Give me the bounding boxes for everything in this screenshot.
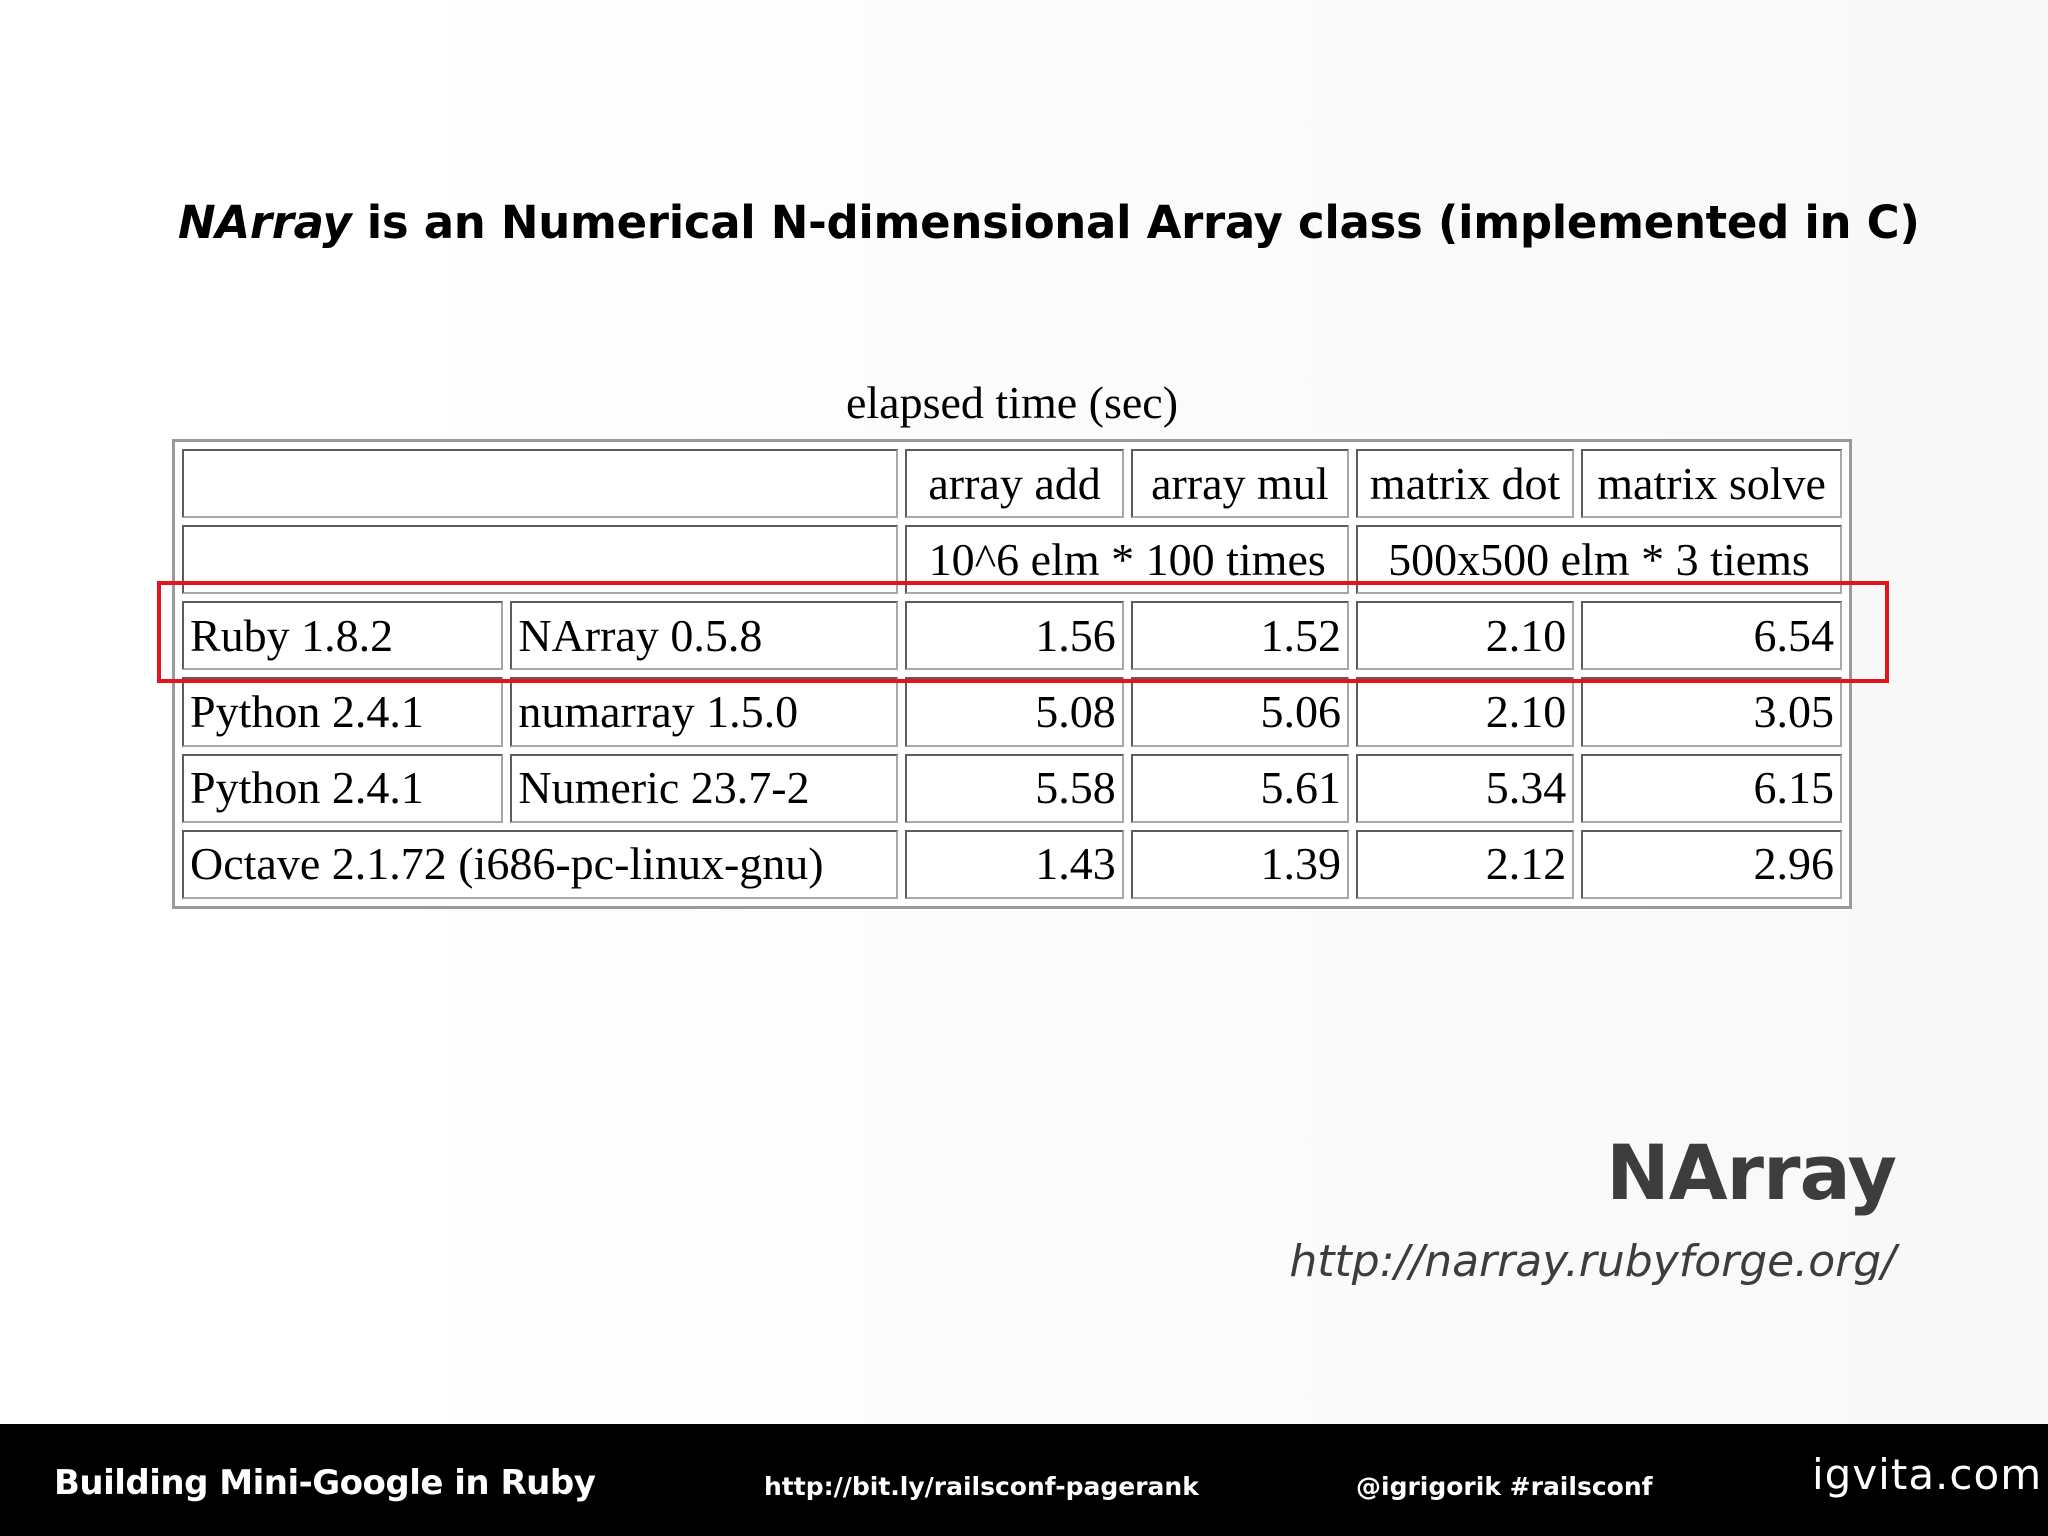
benchmark-table: array add array mul matrix dot matrix so…	[172, 439, 1852, 909]
row-library: Numeric 23.7-2	[510, 753, 899, 823]
table-caption: elapsed time (sec)	[845, 377, 1179, 428]
row-value-array-add: 1.56	[905, 601, 1124, 671]
row-value-matrix-solve: 6.54	[1581, 601, 1842, 671]
table-row: Python 2.4.1 numarray 1.5.0 5.08 5.06 2.…	[182, 677, 1842, 747]
row-language: Python 2.4.1	[182, 753, 504, 823]
header-cell-matrix-dot: matrix dot	[1355, 449, 1575, 519]
header-cell-matrix-solve: matrix solve	[1581, 449, 1842, 519]
row-value-array-mul: 1.52	[1130, 601, 1349, 671]
row-value-matrix-dot: 2.12	[1355, 829, 1575, 899]
row-value-matrix-dot: 2.10	[1355, 677, 1575, 747]
row-value-array-add: 5.08	[905, 677, 1124, 747]
table-subheader-row: 10^6 elm * 100 times 500x500 elm * 3 tie…	[182, 525, 1842, 595]
row-value-matrix-solve: 3.05	[1581, 677, 1842, 747]
row-language: Python 2.4.1	[182, 677, 504, 747]
row-library: NArray 0.5.8	[510, 601, 899, 671]
row-language-library: Octave 2.1.72 (i686-pc-linux-gnu)	[182, 829, 899, 899]
footer-bar: Building Mini-Google in Ruby http://bit.…	[0, 1424, 2048, 1536]
footer-handle: @igrigorik #railsconf	[1356, 1472, 1653, 1501]
table-header-row: array add array mul matrix dot matrix so…	[182, 449, 1842, 519]
subheader-cell-matrix: 500x500 elm * 3 tiems	[1355, 525, 1842, 595]
row-value-array-mul: 5.06	[1130, 677, 1349, 747]
ruby-row-highlight-box	[157, 581, 1889, 683]
row-value-matrix-dot: 5.34	[1355, 753, 1575, 823]
table-row: Ruby 1.8.2 NArray 0.5.8 1.56 1.52 2.10 6…	[182, 601, 1842, 671]
subheader-cell-array: 10^6 elm * 100 times	[905, 525, 1349, 595]
table-row: Python 2.4.1 Numeric 23.7-2 5.58 5.61 5.…	[182, 753, 1842, 823]
row-value-matrix-solve: 2.96	[1581, 829, 1842, 899]
row-library: numarray 1.5.0	[510, 677, 899, 747]
slide-headline: NArray is an Numerical N-dimensional Arr…	[178, 196, 1920, 249]
side-title: NArray	[1606, 1128, 1897, 1217]
footer-brand-logo: igvita.com	[1812, 1450, 2043, 1499]
row-value-matrix-dot: 2.10	[1355, 601, 1575, 671]
header-cell-array-mul: array mul	[1130, 449, 1349, 519]
row-value-array-add: 5.58	[905, 753, 1124, 823]
headline-text: is an Numerical N-dimensional Array clas…	[351, 196, 1920, 249]
footer-talk-title: Building Mini-Google in Ruby	[54, 1463, 596, 1503]
row-value-array-add: 1.43	[905, 829, 1124, 899]
header-cell-empty	[182, 449, 899, 519]
table-row: Octave 2.1.72 (i686-pc-linux-gnu) 1.43 1…	[182, 829, 1842, 899]
project-url: http://narray.rubyforge.org/	[1289, 1236, 1896, 1287]
footer-url: http://bit.ly/railsconf-pagerank	[764, 1472, 1199, 1501]
headline-emphasis: NArray	[178, 196, 352, 249]
header-cell-array-add: array add	[905, 449, 1124, 519]
row-value-matrix-solve: 6.15	[1581, 753, 1842, 823]
row-language: Ruby 1.8.2	[182, 601, 504, 671]
row-value-array-mul: 5.61	[1130, 753, 1349, 823]
row-value-array-mul: 1.39	[1130, 829, 1349, 899]
subheader-cell-empty	[182, 525, 899, 595]
